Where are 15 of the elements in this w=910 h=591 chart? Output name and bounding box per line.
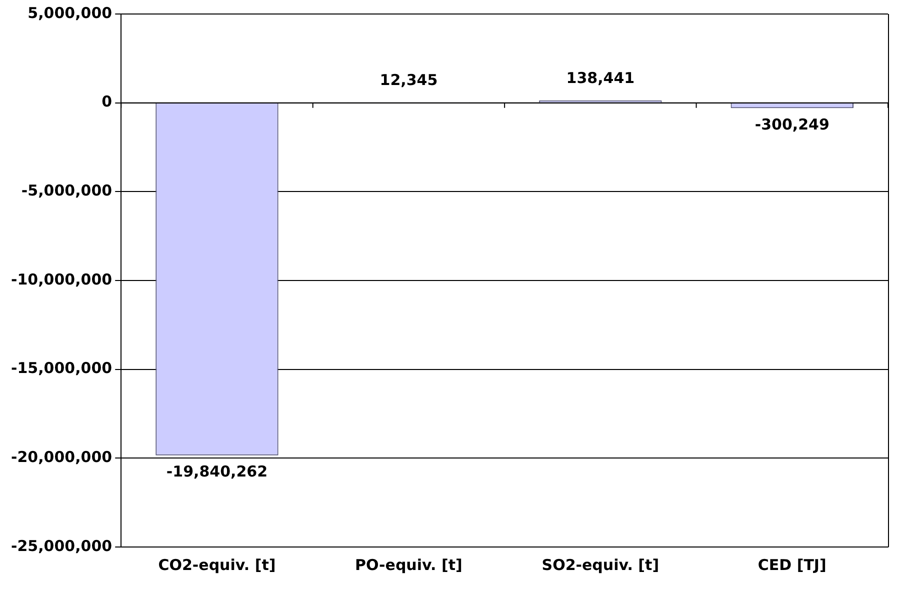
y-tick-label: -15,000,000	[10, 359, 112, 378]
data-label: 12,345	[380, 71, 438, 90]
y-tick-label: -25,000,000	[10, 536, 112, 555]
x-tick-label: CO2-equiv. [t]	[158, 556, 276, 574]
data-label: -19,840,262	[166, 462, 268, 481]
data-label: -300,249	[754, 116, 830, 134]
y-tick-label: -20,000,000	[10, 448, 112, 466]
data-label: 138,441	[566, 68, 635, 87]
y-tick-label: -10,000,000	[10, 270, 112, 288]
x-tick-label: SO2-equiv. [t]	[542, 556, 660, 574]
y-tick-label: 0	[102, 92, 112, 111]
x-tick-label: CED [TJ]	[758, 556, 826, 574]
x-tick-label: PO-equiv. [t]	[355, 556, 462, 574]
y-tick-label: 5,000,000	[28, 4, 112, 22]
y-tick-label: -5,000,000	[21, 182, 112, 200]
